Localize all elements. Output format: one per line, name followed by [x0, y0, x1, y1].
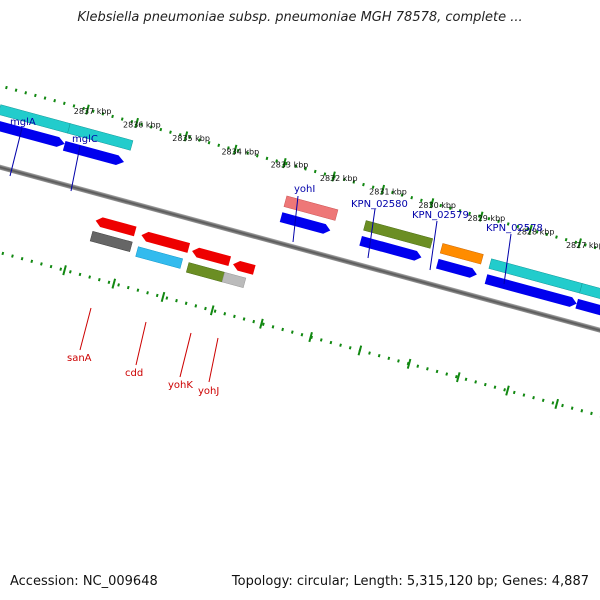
accession-label: Accession: NC_009648 — [10, 574, 158, 589]
tick-label: 2832 kbp — [320, 174, 358, 183]
red-arrow-3[interactable] — [191, 246, 232, 267]
gene-yohJ-feature[interactable] — [221, 271, 247, 288]
red-arrow-4[interactable] — [232, 259, 256, 275]
gene-cdd-feature[interactable] — [135, 246, 184, 269]
tick-mark — [183, 131, 189, 142]
inner-tick-mark — [456, 372, 461, 383]
inner-tick-mark — [505, 385, 510, 396]
inner-tick-mark — [62, 265, 67, 276]
tick-mark — [282, 158, 287, 169]
gene-cyan-tail-feature[interactable] — [579, 283, 600, 313]
blue-arrow-7[interactable] — [575, 298, 600, 328]
gene-yohK-feature[interactable] — [185, 262, 225, 283]
gene-KPN_02580-feature[interactable] — [363, 220, 434, 249]
inner-tick-mark — [554, 398, 560, 410]
gene-label-sanA[interactable]: sanA — [67, 353, 92, 364]
blue-arrow-4[interactable] — [359, 236, 422, 262]
gene-label-KPN_02578[interactable]: KPN_02578 — [486, 223, 543, 234]
outer-dotted-track — [0, 57, 600, 296]
gene-label-mglC[interactable]: mglC — [72, 134, 98, 145]
tick-mark — [478, 211, 484, 222]
forward-gene-labels: mglA mglC yohI KPN_02580 KPN_02579 KPN_0… — [9, 117, 543, 285]
inner-tick-mark — [308, 332, 313, 343]
blue-arrow-5[interactable] — [436, 258, 478, 279]
tick-mark — [331, 171, 336, 182]
tick-mark — [429, 198, 435, 209]
gene-label-mglA[interactable]: mglA — [10, 117, 36, 128]
tick-label: 2835 kbp — [172, 134, 210, 143]
reverse-gene-labels: sanA cdd yohK yohJ — [67, 307, 219, 397]
blue-arrow-1[interactable] — [0, 120, 66, 149]
inner-tick-mark — [357, 345, 363, 356]
map-title: Klebsiella pneumoniae subsp. pneumoniae … — [77, 10, 523, 25]
tick-mark — [232, 144, 238, 155]
blue-arrow-3[interactable] — [279, 212, 332, 235]
inner-tick-mark — [259, 318, 264, 329]
blue-arrow-6[interactable] — [484, 274, 578, 308]
tick-label: 2836 kbp — [123, 121, 161, 130]
inner-tick-mark — [406, 358, 412, 369]
tick-label: 2834 kbp — [221, 147, 259, 156]
gene-mglC-feature[interactable] — [67, 123, 134, 151]
backbone — [0, 131, 600, 373]
gene-label-yohK[interactable]: yohK — [168, 380, 193, 391]
inner-tick-mark — [160, 291, 166, 303]
gene-label-yohI[interactable]: yohI — [294, 184, 315, 195]
inner-tick-mark — [209, 305, 215, 316]
blue-arrow-2[interactable] — [62, 140, 125, 167]
reverse-row-1 — [94, 216, 256, 275]
forward-row-1 — [0, 104, 600, 313]
tick-label: 2831 kbp — [369, 187, 407, 196]
tick-mark — [528, 224, 533, 236]
gene-label-KPN_02579[interactable]: KPN_02579 — [412, 210, 469, 221]
inner-tick-mark — [111, 278, 117, 289]
red-arrow-1[interactable] — [94, 216, 137, 237]
red-arrow-2[interactable] — [140, 230, 191, 253]
tick-label: 2829 kbp — [468, 214, 506, 223]
gene-KPN_02579-feature[interactable] — [439, 243, 484, 265]
gene-label-KPN_02580[interactable]: KPN_02580 — [351, 199, 408, 210]
tick-label: 2827 kbp — [566, 241, 600, 250]
gene-sanA-feature[interactable] — [89, 230, 133, 252]
tick-label: 2833 kbp — [271, 161, 309, 170]
tick-mark — [85, 104, 90, 115]
gene-label-cdd[interactable]: cdd — [125, 368, 143, 379]
tick-mark — [380, 184, 386, 195]
genome-summary: Topology: circular; Length: 5,315,120 bp… — [231, 574, 589, 589]
tick-label: 2837 kbp — [74, 107, 112, 116]
gene-label-yohJ[interactable]: yohJ — [198, 386, 219, 397]
tick-label: 2830 kbp — [418, 201, 456, 210]
tick-mark — [134, 117, 139, 129]
tick-label: 2828 kbp — [517, 228, 555, 237]
tick-mark — [577, 238, 582, 249]
reverse-row-2 — [89, 230, 247, 288]
forward-row-2 — [0, 120, 600, 328]
